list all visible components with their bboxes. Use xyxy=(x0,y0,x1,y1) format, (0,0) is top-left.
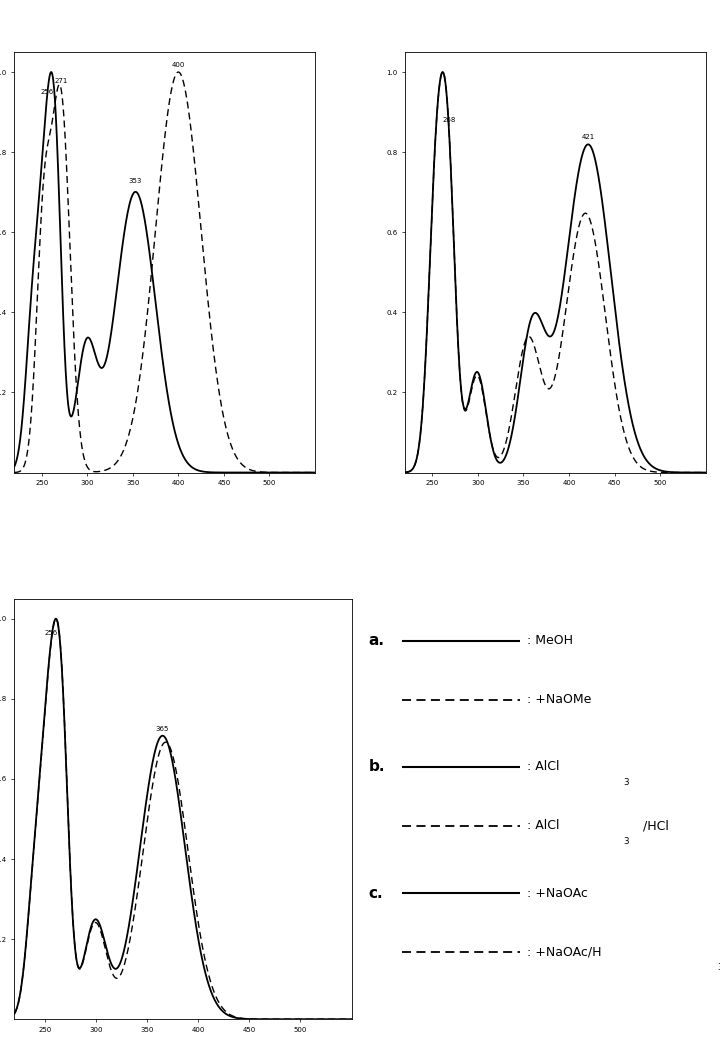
Text: : AlCl: : AlCl xyxy=(527,760,559,774)
Text: b.: b. xyxy=(369,759,385,775)
Text: : AlCl: : AlCl xyxy=(527,820,559,832)
Text: $_3$: $_3$ xyxy=(717,960,720,973)
Text: 271: 271 xyxy=(54,78,68,84)
Text: : +NaOAc: : +NaOAc xyxy=(527,886,588,900)
Text: 365: 365 xyxy=(156,726,169,732)
Text: : +NaOAc/H: : +NaOAc/H xyxy=(527,945,601,959)
Text: c.: c. xyxy=(369,885,383,901)
Text: 353: 353 xyxy=(129,178,143,184)
Text: 268: 268 xyxy=(442,118,456,124)
Text: : MeOH: : MeOH xyxy=(527,634,573,647)
Text: $_3$: $_3$ xyxy=(623,775,630,788)
Text: 256: 256 xyxy=(45,630,58,636)
Text: 400: 400 xyxy=(171,62,185,68)
Text: 256: 256 xyxy=(40,89,54,96)
Text: 421: 421 xyxy=(582,134,595,140)
Text: /HCl: /HCl xyxy=(643,820,669,832)
Text: $_3$: $_3$ xyxy=(623,834,630,847)
Text: a.: a. xyxy=(369,633,384,648)
Text: : +NaOMe: : +NaOMe xyxy=(527,693,591,706)
